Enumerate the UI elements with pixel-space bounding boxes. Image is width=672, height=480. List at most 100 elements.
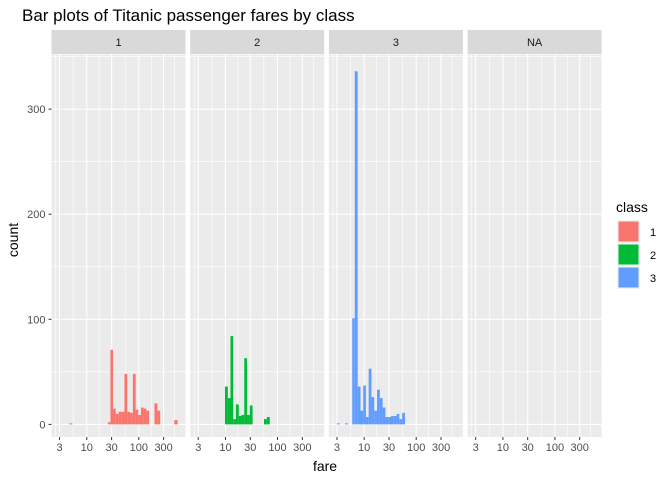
bar-class-1 (115, 413, 119, 425)
x-tick-label: 10 (81, 442, 93, 454)
legend-label-class-1: 1 (650, 227, 656, 239)
x-tick-label: 3 (334, 442, 340, 454)
legend-swatch-class-1 (618, 221, 639, 242)
bar-class-3 (379, 398, 383, 425)
y-tick-label: 0 (39, 419, 45, 431)
bar-class-2 (238, 415, 242, 425)
bar-class-3 (374, 410, 377, 425)
x-tick-label: 300 (571, 442, 589, 454)
legend: class 1 2 3 (616, 199, 656, 289)
facet-strip-2 (190, 30, 325, 54)
bar-class-3 (388, 417, 392, 425)
bar-class-3 (399, 419, 403, 425)
bar-class-1 (143, 408, 147, 425)
x-tick-label: 3 (195, 442, 201, 454)
bar-class-3 (365, 417, 369, 425)
bar-class-3 (352, 318, 355, 425)
y-axis: 0 100 200 300 (27, 104, 52, 431)
bar-class-3 (382, 407, 386, 425)
facet-strip-1 (51, 30, 186, 54)
bar-class-1 (113, 408, 116, 425)
y-tick-label: 300 (27, 104, 45, 116)
bar-class-2 (225, 386, 228, 425)
bar-class-3 (385, 417, 389, 425)
y-axis-title: count (5, 223, 21, 257)
bar-class-1 (157, 410, 161, 425)
bar-class-1 (154, 403, 158, 425)
bar-class-2 (247, 414, 250, 425)
bar-class-3 (363, 385, 366, 425)
x-tick-label: 300 (432, 442, 450, 454)
legend-title: class (616, 199, 648, 215)
bar-class-2 (230, 336, 234, 425)
x-tick-label: 10 (358, 442, 370, 454)
bar-class-3 (357, 386, 361, 425)
bar-class-3 (336, 423, 340, 425)
bar-class-3 (354, 71, 358, 425)
bar-class-1 (107, 422, 111, 425)
bar-class-2 (249, 405, 253, 425)
bar-class-1 (135, 409, 139, 425)
bar-class-3 (376, 389, 380, 425)
bar-class-2 (235, 404, 239, 425)
bar-class-1 (138, 414, 141, 425)
facet-strip-label-na: NA (527, 37, 543, 49)
legend-label-class-2: 2 (650, 250, 656, 262)
x-tick-label: 300 (293, 442, 311, 454)
bar-class-2 (263, 419, 267, 425)
bar-class-3 (396, 413, 400, 425)
facet-panel-3 (328, 54, 463, 437)
bar-class-1 (118, 411, 122, 425)
bar-class-2 (233, 419, 236, 425)
bar-class-3 (345, 423, 349, 425)
bar-class-3 (360, 410, 364, 425)
facet-strip-label-2: 2 (254, 37, 260, 49)
bar-class-1 (174, 420, 178, 425)
facet-strip-3 (328, 30, 463, 54)
x-tick-label: 10 (219, 442, 231, 454)
bar-class-1 (146, 410, 150, 425)
facet-strip-label-1: 1 (115, 37, 121, 49)
x-tick-label: 100 (546, 442, 564, 454)
bar-class-3 (402, 412, 406, 425)
x-axis-title: fare (313, 458, 337, 474)
x-tick-label: 100 (268, 442, 286, 454)
bar-class-1 (69, 423, 73, 425)
bar-class-2 (244, 358, 248, 425)
y-tick-label: 200 (27, 209, 45, 221)
legend-swatch-class-3 (618, 267, 639, 288)
facet-panel-na (467, 54, 602, 437)
bar-class-1 (121, 411, 125, 425)
bar-class-3 (368, 368, 372, 425)
bar-class-1 (140, 407, 144, 425)
x-tick-label: 30 (244, 442, 256, 454)
bar-class-1 (124, 373, 128, 425)
x-tick-label: 100 (407, 442, 425, 454)
bar-class-2 (227, 398, 231, 425)
x-tick-label: 300 (154, 442, 172, 454)
x-tick-label: 30 (383, 442, 395, 454)
x-tick-label: 30 (105, 442, 117, 454)
bar-class-2 (266, 417, 270, 425)
bar-class-2 (241, 414, 245, 425)
facet-strip-na (467, 30, 602, 54)
facet-panel-2 (190, 54, 325, 437)
chart-title: Bar plots of Titanic passenger fares by … (22, 6, 355, 25)
bar-class-1 (132, 373, 136, 425)
legend-swatch-class-2 (618, 244, 639, 265)
x-tick-label: 100 (130, 442, 148, 454)
facet-panels: 1 2 3 NA (51, 30, 602, 437)
bar-class-1 (110, 349, 114, 425)
x-tick-label: 3 (473, 442, 479, 454)
y-tick-label: 100 (27, 314, 45, 326)
bar-class-1 (130, 412, 133, 425)
legend-label-class-3: 3 (650, 273, 656, 285)
x-tick-label: 30 (522, 442, 534, 454)
x-axes: 3 10 30 100 300 3 10 30 100 300 3 10 30 100 300 3 10 30 10… (56, 437, 589, 454)
x-tick-label: 10 (497, 442, 509, 454)
bar-class-3 (393, 415, 397, 425)
bar-class-3 (391, 415, 394, 425)
facet-panel-1 (51, 54, 186, 437)
bar-class-3 (371, 397, 375, 425)
